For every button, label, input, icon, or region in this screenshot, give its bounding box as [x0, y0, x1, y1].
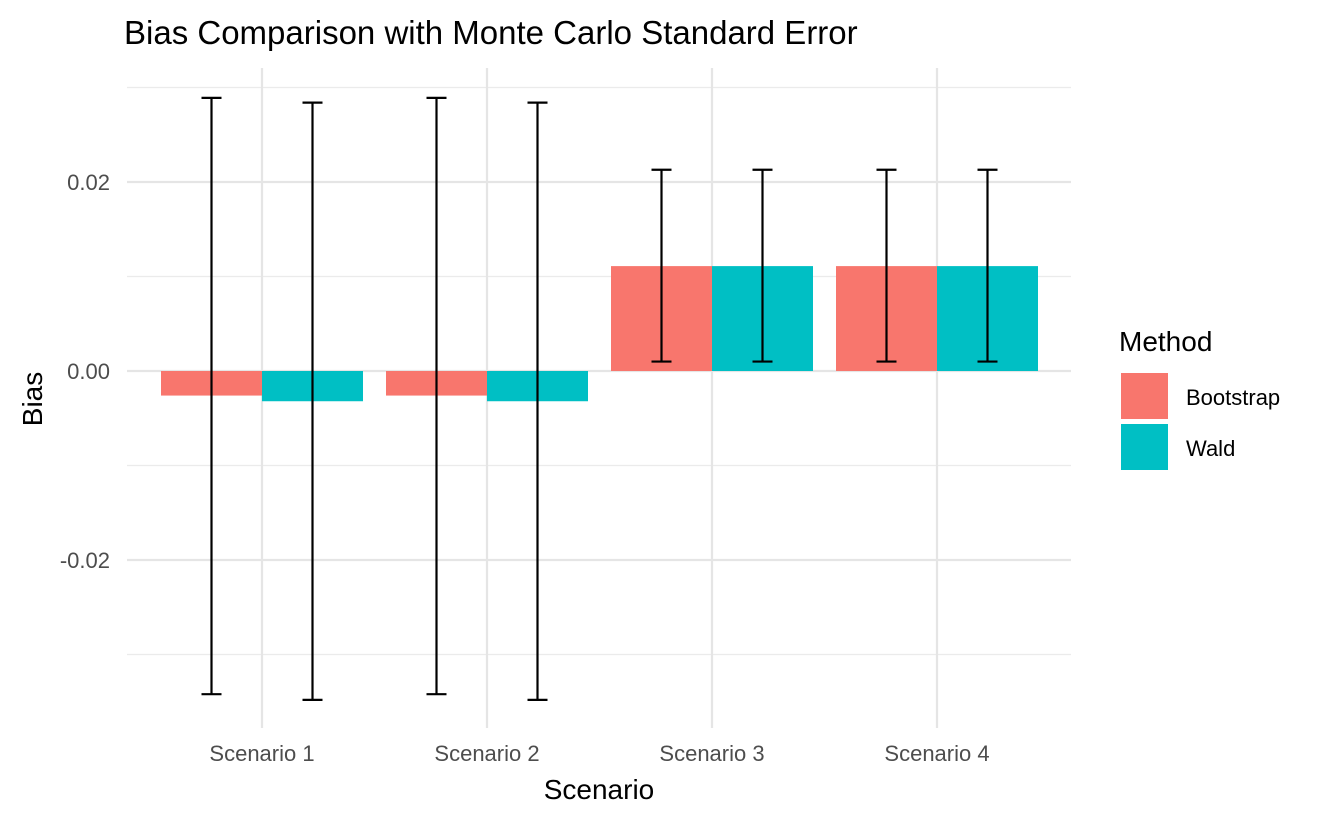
- legend-label: Bootstrap: [1186, 385, 1280, 410]
- x-axis-ticks: Scenario 1 Scenario 2 Scenario 3 Scenario 4: [209, 741, 989, 766]
- error-bar-wald-3: [752, 168, 773, 363]
- error-bar-bootstrap-4: [876, 168, 897, 363]
- error-bar-wald-2: [527, 101, 548, 701]
- legend-item-bootstrap: Bootstrap: [1121, 373, 1280, 419]
- legend-label: Wald: [1186, 436, 1235, 461]
- legend-title: Method: [1119, 326, 1212, 357]
- x-tick-label: Scenario 4: [884, 741, 989, 766]
- error-bar-bootstrap-3: [651, 168, 672, 363]
- y-tick-label: 0.02: [67, 170, 110, 195]
- legend-item-wald: Wald: [1121, 424, 1235, 470]
- x-tick-label: Scenario 2: [434, 741, 539, 766]
- legend: Method Bootstrap Wald: [1119, 326, 1280, 470]
- legend-swatch: [1121, 424, 1168, 470]
- legend-items: Bootstrap Wald: [1121, 373, 1280, 470]
- y-tick-label: -0.02: [60, 548, 110, 573]
- y-axis-ticks: -0.02 0.00 0.02: [60, 170, 110, 573]
- bars: [161, 266, 1038, 402]
- x-tick-label: Scenario 3: [659, 741, 764, 766]
- y-axis-title: Bias: [17, 372, 48, 426]
- error-bar-wald-1: [302, 101, 323, 701]
- x-axis-title: Scenario: [544, 774, 655, 805]
- x-tick-label: Scenario 1: [209, 741, 314, 766]
- y-tick-label: 0.00: [67, 359, 110, 384]
- error-bar-bootstrap-1: [201, 96, 222, 696]
- error-bar-bootstrap-2: [426, 96, 447, 696]
- chart-title: Bias Comparison with Monte Carlo Standar…: [124, 14, 858, 51]
- legend-swatch: [1121, 373, 1168, 419]
- error-bars: [201, 96, 998, 701]
- error-bar-wald-4: [977, 168, 998, 363]
